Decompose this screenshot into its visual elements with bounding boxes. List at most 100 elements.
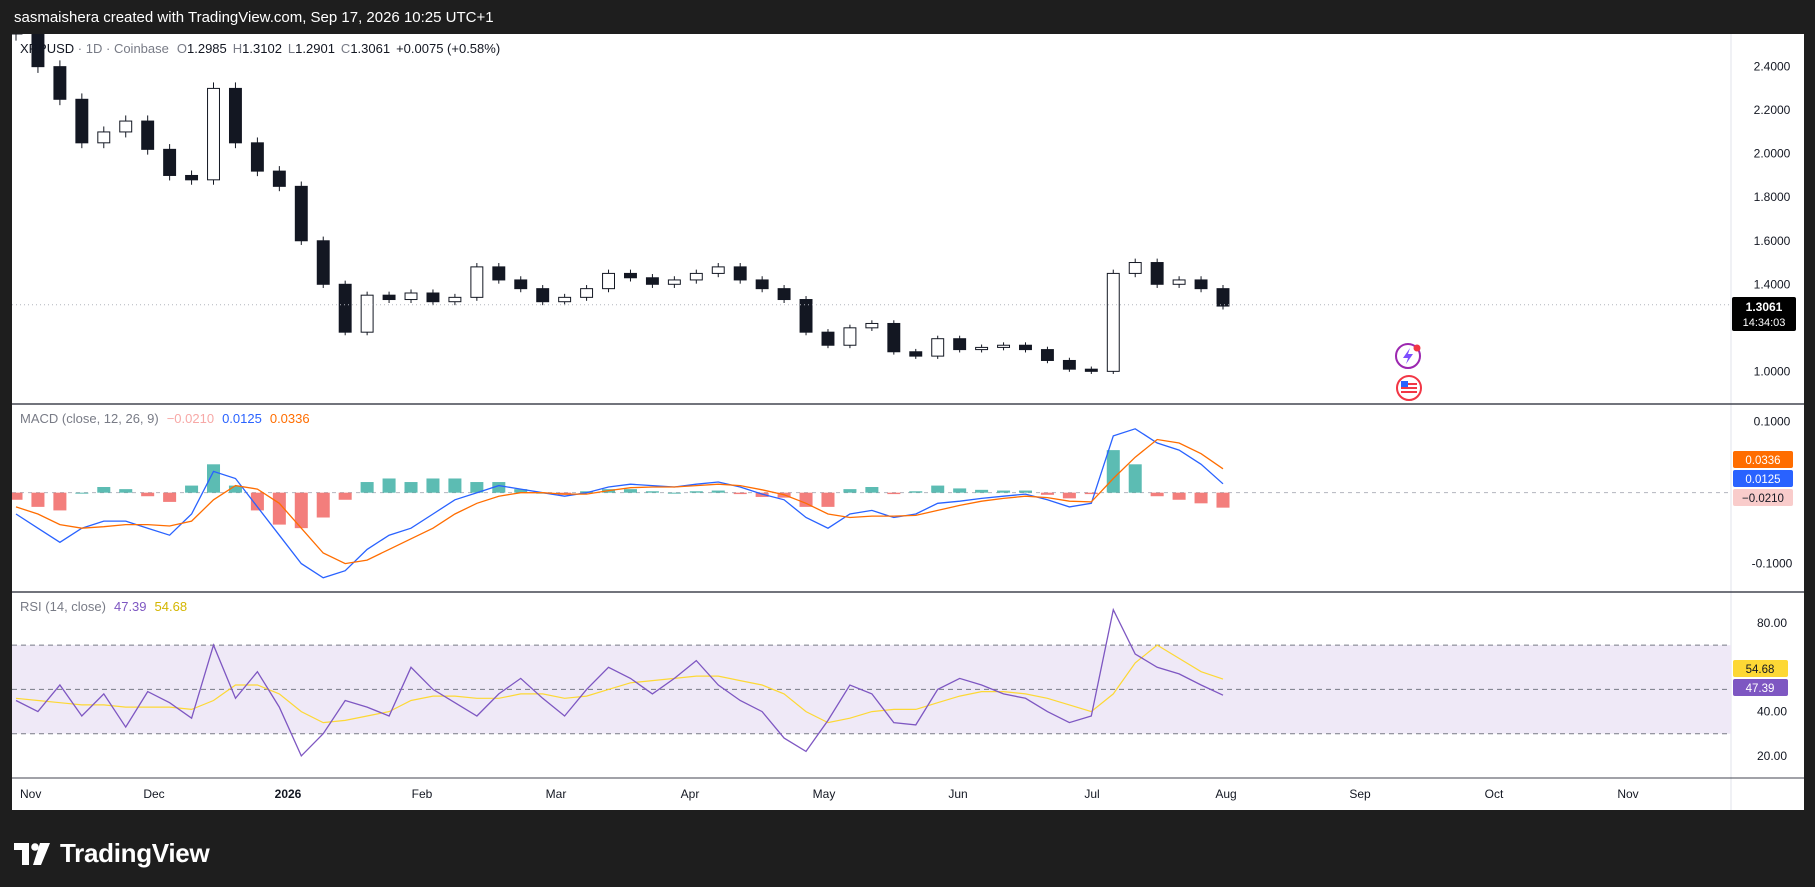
macd-badge: 0.0125 <box>1745 474 1780 486</box>
macd-histogram-bar <box>1150 492 1164 497</box>
rsi-ma-value: 54.68 <box>155 599 188 614</box>
macd-histogram-bar <box>953 488 967 493</box>
macd-histogram-bar <box>316 492 330 518</box>
rsi-line <box>15 607 1224 758</box>
legend-exchange: Coinbase <box>114 41 169 56</box>
candle <box>470 263 484 301</box>
chart-canvas[interactable]: 2.4000 2.2000 2.0000 1.8000 1.6000 1.4000 1.00… <box>9 21 1804 810</box>
candle <box>602 269 615 293</box>
candle <box>97 126 111 149</box>
time-tick-label: Sep <box>1349 787 1371 801</box>
macd-histogram-bar <box>294 492 308 529</box>
macd-legend[interactable]: MACD (close, 12, 26, 9) −0.0210 0.0125 0.03… <box>20 411 310 426</box>
histogram-badge: −0.0210 <box>1742 493 1784 505</box>
macd-histogram-bar <box>1084 492 1098 495</box>
candle <box>207 82 220 185</box>
candlestick-series <box>9 21 1731 374</box>
macd-histogram-bar <box>448 478 462 493</box>
macd-histogram-bar <box>228 485 242 493</box>
candle <box>975 344 989 353</box>
rsi-badge-bg <box>1733 679 1788 696</box>
candle <box>294 181 308 245</box>
time-tick-label: 2026 <box>275 787 302 801</box>
candle <box>1106 269 1120 374</box>
macd-histogram-bar <box>141 492 155 497</box>
candle <box>799 296 813 336</box>
attribution-bar: sasmaishera created with TradingView.com… <box>0 0 1815 34</box>
candle <box>338 280 352 336</box>
candle <box>777 285 791 304</box>
time-tick-label: Nov <box>1617 787 1638 801</box>
rsi-tick-label: 80.00 <box>1757 616 1787 630</box>
candle <box>9 21 23 41</box>
legend-close-label: C <box>341 41 350 56</box>
price-tick-label: 2.0000 <box>1754 147 1791 161</box>
macd-histogram-bar <box>53 492 67 511</box>
candle <box>228 82 242 149</box>
candle <box>514 276 528 293</box>
macd-histogram-bar <box>207 464 221 493</box>
candle <box>492 263 506 284</box>
time-tick-label: Dec <box>143 787 164 801</box>
tradingview-logo[interactable]: TradingView <box>14 838 210 869</box>
macd-histogram-bar <box>997 490 1011 493</box>
macd-histogram-bar <box>689 491 703 493</box>
macd-histogram-bar <box>470 482 484 493</box>
candle <box>755 276 769 293</box>
last-price-badge[interactable]: 1.3061 14:34:03 <box>1732 297 1796 331</box>
macd-histogram-bar <box>887 492 901 495</box>
macd-histogram-bar <box>31 492 45 507</box>
candle <box>667 276 681 288</box>
macd-line <box>15 428 1224 579</box>
signal-badge: 0.0336 <box>1745 455 1780 467</box>
rsi-value: 47.39 <box>114 599 147 614</box>
candle <box>163 144 177 181</box>
macd-histogram-bar <box>755 492 769 497</box>
legend-high: 1.3102 <box>242 41 282 56</box>
price-tick-label: 1.4000 <box>1754 277 1791 291</box>
legend-interval: 1D <box>86 41 103 56</box>
macd-histogram-bar <box>514 489 528 493</box>
time-tick-label: Apr <box>681 787 700 801</box>
price-tick-label: 1.6000 <box>1754 234 1791 248</box>
candle <box>448 293 462 306</box>
candle <box>272 166 286 192</box>
time-tick-label: Aug <box>1215 787 1236 801</box>
candle <box>250 137 264 177</box>
candle <box>733 263 747 284</box>
macd-histogram-bar <box>185 485 199 493</box>
candle <box>624 269 637 282</box>
legend-close: 1.3061 <box>350 41 390 56</box>
candle <box>887 320 901 355</box>
candle <box>382 291 396 304</box>
chart-frame[interactable]: 2.4000 2.2000 2.0000 1.8000 1.6000 1.4000 1.00… <box>9 21 1804 810</box>
macd-histogram-bar <box>865 487 879 493</box>
candle <box>316 236 330 288</box>
macd-histogram-bar <box>1128 464 1142 493</box>
candle <box>426 289 440 306</box>
candle <box>31 27 45 73</box>
legend-symbol: XRPUSD <box>20 41 74 56</box>
rsi-badges: 54.68 47.39 <box>1733 660 1788 696</box>
last-price-value: 1.3061 <box>1746 300 1783 314</box>
candle <box>1062 357 1076 372</box>
rsi-legend[interactable]: RSI (14, close) 47.39 54.68 <box>20 599 187 614</box>
candle <box>843 324 857 349</box>
us-flag-icon[interactable] <box>1396 375 1422 401</box>
macd-histogram-bar <box>931 485 945 493</box>
rsi-tick-label: 40.00 <box>1757 705 1787 719</box>
rsi-badge: 47.39 <box>1746 683 1775 695</box>
macd-histogram-bar <box>909 491 923 493</box>
candle <box>1019 342 1032 353</box>
macd-histogram-bar <box>360 482 374 493</box>
candle <box>1040 346 1054 364</box>
macd-histogram-bar <box>404 482 418 493</box>
legend-change: +0.0075 (+0.58%) <box>396 41 500 56</box>
price-legend[interactable]: XRPUSD · 1D · Coinbase O1.2985 H1.3102 L1.2… <box>20 41 500 56</box>
macd-histogram-bar <box>645 491 659 493</box>
macd-series <box>9 428 1731 579</box>
macd-tick-label: 0.1000 <box>1754 415 1791 429</box>
lightning-circle-icon[interactable] <box>1395 343 1421 369</box>
macd-badges: 0.0336 0.0125 −0.0210 <box>1733 451 1793 506</box>
rsi-series <box>12 607 1731 758</box>
